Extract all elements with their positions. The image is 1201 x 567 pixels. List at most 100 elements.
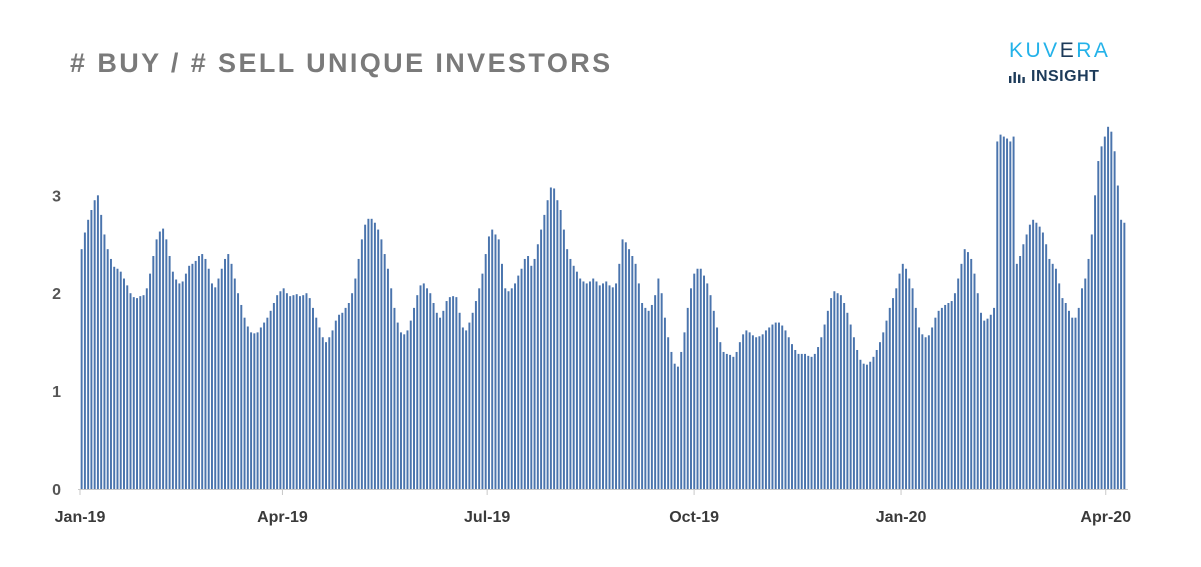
chart-title: # BUY / # SELL UNIQUE INVESTORS [70, 48, 613, 78]
bar [429, 293, 432, 489]
bar [686, 307, 689, 489]
bar [139, 296, 142, 489]
bar [693, 273, 696, 489]
bar [373, 222, 376, 490]
bar [738, 342, 741, 489]
bar [993, 307, 996, 489]
y-tick-label: 3 [52, 188, 61, 205]
bar [439, 317, 442, 489]
bar [152, 256, 155, 489]
bar [1028, 224, 1031, 489]
bar [856, 349, 859, 489]
bar [963, 249, 966, 489]
bar [90, 210, 93, 489]
bar [1077, 307, 1080, 489]
bar [667, 337, 670, 489]
x-tick-label: Apr-20 [1080, 509, 1131, 526]
bar [87, 219, 90, 490]
bar [289, 296, 292, 489]
bar [823, 324, 826, 489]
bar [683, 332, 686, 489]
bar [895, 288, 898, 489]
y-axis-ticks: 0 1 2 3 [52, 188, 61, 499]
bar [781, 325, 784, 489]
bar [751, 335, 754, 489]
bar [774, 322, 777, 489]
bar [777, 322, 780, 489]
bar [1100, 146, 1103, 489]
bar [898, 273, 901, 489]
bar [298, 296, 301, 489]
bar [331, 330, 334, 489]
bar [445, 301, 448, 489]
bar [663, 317, 666, 489]
bar [621, 239, 624, 489]
bar [953, 293, 956, 489]
bar [162, 228, 165, 489]
bar [399, 332, 402, 489]
bars-group [80, 126, 1126, 490]
bar [129, 293, 132, 489]
bar [422, 283, 425, 489]
x-tick-label: Oct-19 [669, 509, 719, 526]
bar [1116, 185, 1119, 489]
bar [1074, 317, 1077, 489]
bar [575, 271, 578, 489]
bar [709, 295, 712, 489]
bar [158, 231, 161, 490]
bar [944, 304, 947, 489]
bar [494, 234, 497, 489]
bar [579, 278, 582, 489]
bar [308, 298, 311, 489]
bar [869, 361, 872, 489]
bar [1015, 263, 1018, 489]
bar [833, 291, 836, 489]
bar [957, 278, 960, 489]
bar [758, 336, 761, 489]
bar [996, 141, 999, 489]
y-tick-label: 0 [52, 482, 61, 499]
bar [96, 195, 99, 489]
bar [680, 351, 683, 489]
bar [181, 281, 184, 489]
bar [882, 332, 885, 489]
bar [553, 188, 556, 489]
bar [1054, 268, 1057, 489]
bar [458, 312, 461, 489]
bar [393, 307, 396, 489]
bar [703, 275, 705, 489]
bar [253, 333, 256, 489]
bar [562, 229, 565, 489]
bar [787, 337, 790, 489]
bar [628, 249, 631, 489]
bar [934, 317, 937, 489]
bar [403, 334, 406, 489]
bar [983, 320, 986, 489]
bar [797, 353, 800, 489]
bar [210, 283, 213, 489]
bar [690, 288, 692, 489]
bar [1012, 136, 1015, 489]
bar [846, 312, 849, 489]
bar [556, 200, 559, 489]
bar [859, 359, 862, 489]
bar [100, 214, 103, 489]
bar [839, 295, 842, 489]
bar [608, 285, 611, 489]
bar [566, 249, 569, 489]
bar [631, 256, 634, 489]
bar [465, 330, 468, 489]
bar [817, 347, 820, 489]
bar [742, 334, 745, 489]
bar [272, 303, 275, 489]
bar [383, 254, 386, 489]
bar [843, 303, 846, 489]
bar [145, 288, 148, 489]
bar [149, 273, 152, 489]
x-axis-ticks: Jan-19 Apr-19 Jul-19 Oct-19 Jan-20 Apr-20 [55, 489, 1131, 526]
bar [227, 254, 230, 489]
bar [246, 326, 249, 489]
bar [1019, 256, 1022, 489]
bar [386, 268, 389, 489]
bar [970, 258, 973, 489]
